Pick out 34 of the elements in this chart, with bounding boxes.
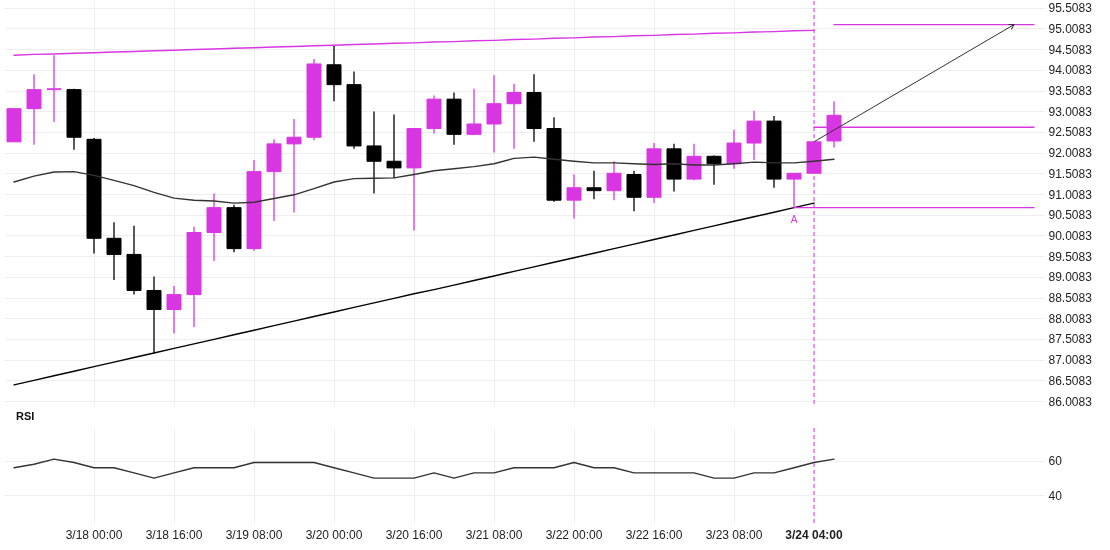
y-tick-label: 92.5083 <box>1048 125 1093 140</box>
y-tick-label: 86.0083 <box>1048 394 1093 409</box>
y-tick-label: 90.5083 <box>1048 208 1093 223</box>
y-tick-label: 93.5083 <box>1048 84 1093 99</box>
x-tick-label: 3/21 08:00 <box>465 527 523 542</box>
y-tick-label: 90.0083 <box>1048 228 1093 243</box>
x-tick-label: 3/22 00:00 <box>545 527 603 542</box>
y-tick-label: 94.0083 <box>1048 63 1093 78</box>
y-tick-label: 95.5083 <box>1048 1 1093 16</box>
y-tick-label: 60 <box>1048 454 1063 469</box>
y-tick-label: 93.0083 <box>1048 104 1093 119</box>
y-tick-label: 91.5083 <box>1048 166 1093 181</box>
x-tick-label: 3/18 16:00 <box>145 527 203 542</box>
y-tick-label: 95.0083 <box>1048 21 1093 36</box>
y-tick-label: 87.5083 <box>1048 332 1093 347</box>
x-tick-label: 3/24 04:00 <box>785 527 844 542</box>
x-tick-label: 3/18 00:00 <box>65 527 123 542</box>
y-tick-label: 88.0083 <box>1048 311 1093 326</box>
y-tick-label: 89.0083 <box>1048 270 1093 285</box>
y-tick-label: 92.0083 <box>1048 146 1093 161</box>
y-tick-label: 40 <box>1048 488 1063 503</box>
y-tick-label: 91.0083 <box>1048 187 1093 202</box>
chart-title: RSI <box>16 409 35 422</box>
x-tick-label: 3/22 16:00 <box>625 527 683 542</box>
y-tick-label: 86.5083 <box>1048 373 1093 388</box>
x-tick-label: 3/23 08:00 <box>705 527 763 542</box>
x-tick-label: 3/19 08:00 <box>225 527 283 542</box>
annotation: A <box>790 213 798 225</box>
y-tick-label: 89.5083 <box>1048 249 1093 264</box>
y-tick-label: 87.0083 <box>1048 353 1093 368</box>
y-tick-label: 94.5083 <box>1048 42 1093 57</box>
y-tick-label: 88.5083 <box>1048 291 1093 306</box>
x-tick-label: 3/20 00:00 <box>305 527 363 542</box>
x-tick-label: 3/20 16:00 <box>385 527 443 542</box>
